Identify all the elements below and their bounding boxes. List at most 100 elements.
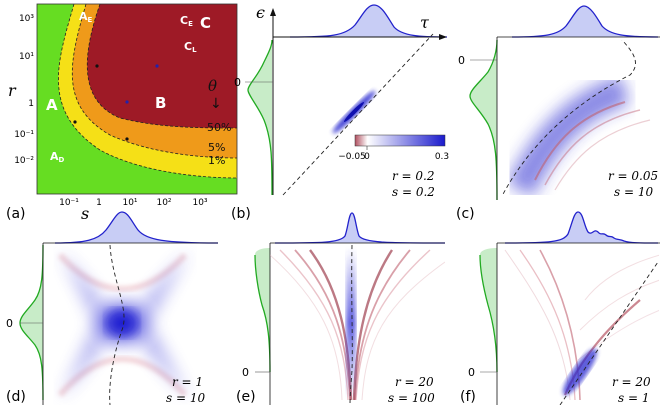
wigner-blob bbox=[562, 348, 598, 396]
x-tick: 10¹ bbox=[122, 198, 137, 208]
y-tick: 1 bbox=[28, 99, 34, 109]
top-marginal-fill bbox=[505, 212, 658, 243]
tau-label: τ bbox=[420, 13, 430, 32]
y-tick: 10⁻¹ bbox=[14, 130, 34, 140]
contour-label-50: 50% bbox=[207, 121, 231, 134]
fringe bbox=[352, 249, 394, 401]
top-marginal-fill bbox=[290, 5, 447, 37]
marker-point bbox=[73, 120, 77, 124]
region-red bbox=[87, 4, 237, 128]
x-tick: 1 bbox=[96, 198, 102, 208]
top-marginal-curve bbox=[289, 4, 448, 38]
param-s: s = 10 bbox=[166, 391, 205, 405]
contour-label-1: 1% bbox=[208, 154, 225, 167]
wigner-core bbox=[106, 309, 138, 337]
epsilon-label: ϵ bbox=[256, 3, 265, 22]
fringe bbox=[579, 279, 659, 331]
ridge-line bbox=[282, 33, 434, 196]
y-axis-label: r bbox=[8, 81, 17, 100]
wigner-core bbox=[344, 102, 364, 122]
epsilon-arrow bbox=[270, 8, 276, 16]
param-s: s = 1 bbox=[618, 391, 649, 405]
param-r: r = 20 bbox=[612, 375, 651, 389]
left-marginal-fill bbox=[480, 248, 497, 372]
left-marginal-fill bbox=[248, 40, 272, 195]
panel-e: 0 r = 20 s = 100 (e) bbox=[236, 212, 446, 405]
zero-tick: 0 bbox=[468, 366, 475, 379]
fringe bbox=[577, 309, 659, 361]
left-marginal-fill bbox=[470, 40, 497, 200]
region-label-ae: AE bbox=[79, 10, 93, 24]
left-marginal-curve bbox=[469, 39, 498, 201]
fringe bbox=[355, 249, 431, 401]
region-label-ad: AD bbox=[50, 150, 65, 164]
fringe bbox=[554, 119, 651, 191]
region-label-c: C bbox=[200, 14, 211, 32]
colorbar bbox=[354, 134, 446, 147]
region-label-ce: CE bbox=[180, 14, 193, 28]
marker-point bbox=[155, 64, 159, 68]
tau-arrow bbox=[439, 34, 447, 40]
zero-tick: 0 bbox=[242, 366, 249, 379]
contour-1pct bbox=[58, 4, 237, 179]
top-marginal-curve bbox=[511, 5, 659, 38]
panel-d: 0 r = 1 s = 10 (d) bbox=[6, 211, 219, 405]
top-marginal-fill bbox=[512, 6, 658, 37]
y-tick: 10⁻² bbox=[14, 156, 34, 166]
fringe bbox=[534, 101, 626, 181]
zero-tick: 0 bbox=[458, 54, 465, 67]
left-marginal-fill bbox=[20, 245, 43, 400]
fringe bbox=[584, 254, 659, 301]
fringe bbox=[361, 261, 445, 401]
y-tick: 10³ bbox=[19, 14, 34, 24]
panel-label-f: (f) bbox=[460, 389, 476, 405]
left-marginal-fill bbox=[255, 248, 270, 372]
contour-50pct bbox=[86, 4, 237, 129]
marker-point bbox=[125, 100, 129, 104]
param-s: s = 100 bbox=[388, 391, 435, 405]
x-axis-label: s bbox=[81, 204, 89, 223]
param-s: s = 10 bbox=[614, 185, 653, 199]
top-marginal-fill bbox=[55, 212, 218, 243]
y-tick: 10¹ bbox=[19, 52, 34, 62]
param-r: r = 0.05 bbox=[608, 169, 658, 183]
contour-5pct bbox=[71, 4, 237, 159]
param-r: r = 1 bbox=[172, 375, 203, 389]
ridge-line bbox=[502, 40, 636, 195]
top-marginal-curve bbox=[274, 212, 446, 244]
panel-label-c: (c) bbox=[456, 206, 475, 222]
param-s: s = 0.2 bbox=[392, 185, 435, 199]
panel-b: ϵ τ 0 −0.05 0 0.3 r = 0.2 s = 0.2 (b) bbox=[231, 3, 449, 222]
left-marginal-curve bbox=[247, 39, 273, 196]
marker-point bbox=[95, 64, 99, 68]
region-label-cl: CL bbox=[184, 40, 197, 54]
contour-label-5: 5% bbox=[208, 141, 225, 154]
top-marginal-curve bbox=[504, 211, 659, 244]
x-tick: 10² bbox=[156, 198, 171, 208]
panel-label-b: (b) bbox=[231, 206, 251, 222]
zero-tick: 0 bbox=[6, 317, 13, 330]
fringe bbox=[270, 254, 343, 401]
panel-a-phase-diagram: A B C AE AD CE CL θ ↓ 50% 5% 1% 10³ 10¹ … bbox=[6, 3, 238, 223]
wigner-band bbox=[506, 75, 630, 195]
colorbar-label: 0.3 bbox=[435, 152, 449, 162]
fringe bbox=[354, 249, 411, 401]
fringe bbox=[544, 109, 641, 186]
param-r: r = 20 bbox=[395, 375, 434, 389]
ridge-line bbox=[349, 245, 353, 405]
colorbar-label: −0.05 bbox=[338, 152, 366, 162]
panel-label-d: (d) bbox=[6, 389, 26, 405]
panel-label-e: (e) bbox=[236, 389, 256, 405]
fringe bbox=[309, 249, 353, 401]
ridge-line bbox=[559, 261, 659, 405]
x-tick: 10⁻¹ bbox=[59, 198, 79, 208]
ridge-line bbox=[109, 245, 125, 405]
param-r: r = 0.2 bbox=[392, 169, 435, 183]
marker-point bbox=[125, 137, 129, 141]
wigner-band bbox=[346, 248, 356, 398]
colorbar-label: 0 bbox=[364, 152, 370, 162]
x-tick: 10³ bbox=[192, 198, 207, 208]
zero-tick: 0 bbox=[234, 76, 241, 89]
panel-label-a: (a) bbox=[6, 206, 26, 222]
